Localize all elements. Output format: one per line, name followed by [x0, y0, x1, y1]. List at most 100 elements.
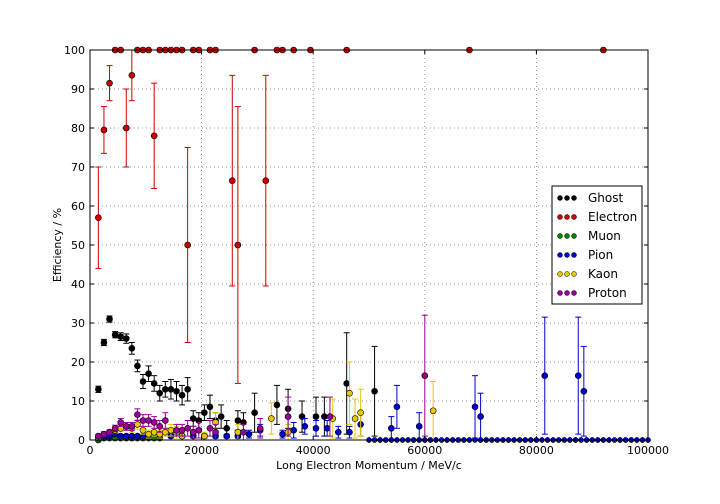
x-axis-label: Long Electron Momentum / MeV/c [276, 459, 462, 472]
data-point [393, 403, 401, 411]
data-point [388, 424, 395, 432]
data-point [541, 372, 549, 379]
data-point [156, 423, 164, 430]
data-point [371, 387, 378, 395]
data-point [145, 430, 152, 438]
y-tick-label: 10 [71, 395, 85, 408]
legend-box [551, 185, 643, 305]
data-point [201, 409, 208, 417]
data-point [122, 124, 130, 132]
x-tick-label: 40000 [296, 444, 331, 457]
data-point [251, 409, 258, 417]
data-point [122, 432, 130, 440]
data-point [139, 417, 147, 424]
data-point [178, 426, 186, 434]
legend-marker [571, 252, 577, 258]
data-point [326, 413, 334, 420]
data-point [240, 428, 247, 436]
data-point [351, 415, 359, 422]
data-point [357, 409, 364, 417]
y-tick-label: 0 [78, 434, 85, 447]
data-point [184, 424, 191, 432]
data-point [150, 428, 158, 436]
legend-marker [564, 195, 570, 201]
data-point [290, 426, 297, 434]
data-point [206, 403, 214, 411]
data-point [346, 428, 353, 436]
data-point [173, 426, 180, 434]
y-tick-label: 80 [71, 122, 85, 135]
data-point [580, 387, 588, 395]
series-proton [95, 314, 429, 441]
data-point [122, 335, 130, 342]
x-tick-label: 100000 [627, 444, 669, 457]
data-point [245, 430, 253, 438]
data-point [173, 387, 180, 395]
data-point [178, 391, 186, 399]
legend-marker [571, 195, 577, 201]
data-point [346, 389, 353, 397]
x-tick-label: 0 [87, 444, 94, 457]
legend-marker [571, 271, 577, 277]
legend-label: Muon [588, 229, 621, 243]
data-point [415, 423, 423, 430]
data-point [100, 339, 108, 346]
data-point [228, 177, 236, 184]
data-point [234, 417, 242, 424]
data-point [139, 426, 147, 434]
legend-item-kaon: Kaon [557, 267, 618, 281]
y-tick-label: 100 [64, 44, 85, 57]
legend-label: Ghost [588, 191, 623, 205]
legend-item-electron: Electron [557, 210, 637, 224]
data-point [117, 432, 124, 440]
legend-marker [557, 290, 563, 296]
data-point [189, 428, 197, 436]
legend-label: Proton [588, 286, 627, 300]
data-point [117, 419, 124, 426]
data-point [117, 333, 124, 340]
y-tick-label: 30 [71, 317, 85, 330]
data-point [95, 385, 102, 393]
data-point [189, 415, 197, 422]
data-point [421, 372, 429, 379]
data-point [167, 385, 175, 393]
data-point [201, 432, 208, 440]
data-point [477, 413, 484, 420]
data-point [162, 417, 169, 424]
data-point [150, 380, 158, 387]
y-tick-label: 90 [71, 83, 85, 96]
data-point [122, 423, 130, 430]
data-point [128, 345, 136, 352]
data-point [279, 430, 286, 438]
data-point [323, 424, 331, 432]
legend-item-proton: Proton [557, 286, 627, 300]
x-tick-label: 20000 [184, 444, 219, 457]
data-point [167, 426, 175, 434]
data-point [335, 428, 342, 436]
data-point [268, 415, 275, 422]
legend-marker [564, 252, 570, 258]
y-axis-label: Efficiency / % [51, 208, 64, 282]
data-point [128, 432, 136, 440]
legend-marker [557, 195, 563, 201]
y-tick-label: 70 [71, 161, 85, 174]
legend-item-pion: Pion [557, 248, 613, 262]
data-point [111, 424, 119, 432]
data-point [100, 126, 108, 134]
legend-marker [564, 214, 570, 220]
data-point [284, 413, 292, 420]
axis-ticks: 0 20000 40000 60000 80000 100000 0 10 20 30 40 50 60… [64, 44, 669, 457]
data-point [95, 432, 102, 440]
data-point [321, 413, 328, 420]
data-point [145, 417, 152, 424]
data-point [234, 241, 242, 249]
data-point [150, 132, 158, 140]
data-point [184, 241, 191, 249]
data-point [134, 411, 141, 418]
data-point [212, 428, 219, 436]
data-point [111, 331, 119, 339]
x-tick-label: 60000 [407, 444, 442, 457]
data-point [162, 385, 169, 393]
data-point [223, 432, 231, 440]
